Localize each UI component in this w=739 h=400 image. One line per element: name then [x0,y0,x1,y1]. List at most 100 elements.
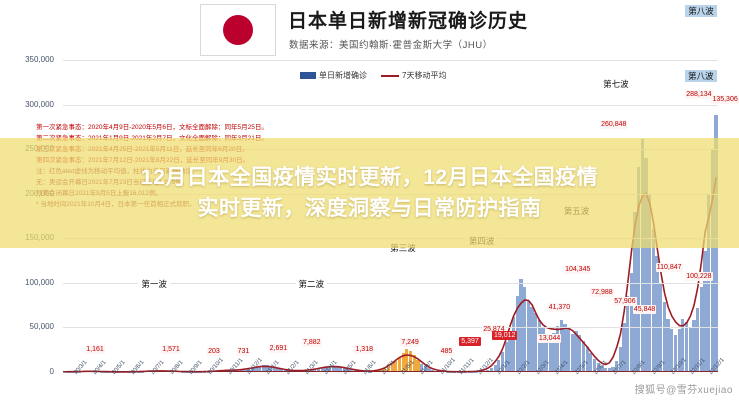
bar [559,320,564,372]
bar [655,256,659,372]
bar [346,368,350,372]
data-value-label: 100,228 [685,272,713,281]
data-value-label: 2,691 [268,344,289,353]
bar [254,366,258,372]
bar [618,347,622,372]
bar [405,348,409,372]
wave-label: 第一波 [138,278,170,290]
flag-red-disc [223,15,253,45]
bar [338,366,343,372]
bar [692,320,696,372]
bar [493,365,497,372]
bar [603,367,608,372]
bar [269,366,273,372]
bar [570,333,575,372]
bar [662,302,667,372]
overlay-headline-line2: 实时更新，深度洞察与日常防护指南 [197,197,542,220]
bar [408,351,413,372]
bar [419,363,424,372]
bar [629,273,633,372]
x-axis-baseline [63,370,718,372]
bar [651,229,656,372]
bar [327,365,332,372]
data-value-label: 1,318 [354,345,374,354]
bar [401,352,405,372]
bar [519,278,523,372]
data-value-label: 203 [207,347,221,356]
bar [383,368,387,372]
bar [695,307,700,372]
bar [563,323,567,372]
bar [500,352,505,372]
overlay-band [0,138,739,248]
bar [710,149,714,372]
data-value-label: 13,044 [537,334,562,343]
wave-label-eighth: 第八波 [685,70,717,82]
legend-label-daily-cases: 单日新增确诊 [319,71,367,80]
data-value-label: 45,848 [632,305,657,314]
bar [640,139,644,372]
wave-label: 第二波 [295,278,328,290]
y-axis-tick-label: 50,000 [29,322,54,332]
bar [644,158,648,372]
bar [673,334,678,372]
data-value-label: 110,847 [655,263,683,272]
page-title: 日本单日新增新冠确诊历史 [288,11,529,32]
bar [324,366,328,372]
bar [677,329,681,372]
bar [684,322,689,372]
bar [703,251,707,372]
bar [681,318,685,372]
overlay-headline-line1: 12月日本全国疫情实时更新，12月日本全国疫情 [140,166,599,189]
data-value-label: 25,874 [482,325,506,334]
bar [342,367,346,372]
legend-bar-swatch-icon [300,72,316,79]
data-source-subtitle: 数据来源：美国约翰斯·霍普金斯大学（JHU） [289,40,493,51]
bar [574,331,578,372]
wave-label: 第七波 [600,78,632,90]
grid-line [63,104,718,106]
data-value-label: 731 [236,347,251,356]
y-axis-tick-label: 350,000 [25,55,54,64]
data-value-label: 5,397 [459,337,481,346]
legend-item-moving-average: 7天移动平均 [381,70,446,81]
annotation-note: 第一次紧急事态：2020年4月9日-2020年5月6日，文标全面解除：同年5月2… [36,124,268,131]
bar [390,364,394,372]
bar [556,325,560,372]
grid-line [63,327,718,329]
bar [526,300,530,372]
bar [611,366,615,372]
bar [578,335,582,372]
data-value-label: 104,345 [564,265,592,274]
watermark: 搜狐号@雪芬xuejiao [634,385,733,396]
grid-line [63,60,718,61]
legend-item-daily-cases: 单日新增确诊 [300,70,367,81]
bar [637,166,641,372]
bar [567,329,571,372]
bar [265,365,269,372]
overlay-headline: 12月日本全国疫情实时更新，12月日本全国疫情 实时更新，深度洞察与日常防护指南 [0,140,739,246]
bar [699,287,703,372]
bar [394,360,398,372]
data-value-label: 57,906 [613,297,637,306]
bar [316,368,321,372]
y-axis-tick-label: 300,000 [25,99,54,109]
bar [276,368,280,372]
bar [552,332,556,372]
chart-legend: 单日新增确诊 7天移动平均 [300,70,446,81]
data-value-label: 1,571 [161,345,181,354]
bar [497,360,501,372]
bar [666,318,670,372]
legend-label-moving-average: 7天移动平均 [402,71,447,80]
bar [508,335,512,372]
data-value-label: 72,988 [590,288,614,297]
x-axis: 20/3/1 20/4/1 20/5/1 20/6/1 20/7/1 20/8/1 20/9… [63,357,727,400]
bar [670,329,674,372]
data-value-label: 135,306 [711,95,739,104]
legend-line-swatch-icon [381,74,399,77]
data-value-label: 288,134 [685,90,713,99]
wave-label: 第八波 [685,5,717,17]
bar [626,296,630,372]
data-value-label: 1,161 [85,345,105,354]
